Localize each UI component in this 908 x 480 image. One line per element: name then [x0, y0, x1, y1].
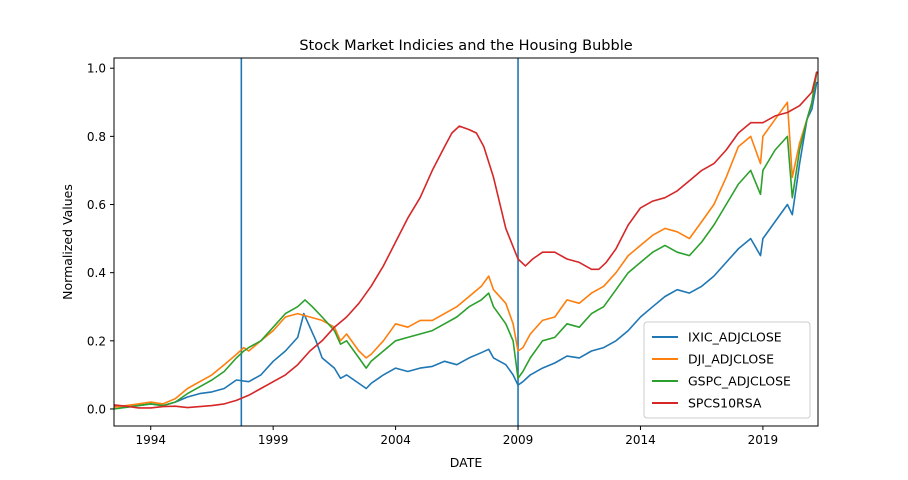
y-tick-label: 0.6 — [87, 198, 106, 212]
legend-label: GSPC_ADJCLOSE — [688, 374, 791, 389]
x-axis: 1994 1999 2004 2009 2014 2019 — [135, 426, 778, 447]
series-line-spcs10rsa — [114, 71, 818, 409]
x-tick-label: 1999 — [258, 433, 289, 447]
series-line-dji_adjclose — [114, 71, 818, 409]
plot-frame — [113, 57, 819, 427]
reference-lines — [240, 58, 519, 426]
y-axis: 0.0 0.2 0.4 0.6 0.8 1.0 — [87, 62, 114, 416]
legend-label: SPCS10RSA — [688, 396, 762, 411]
x-tick-label: 2014 — [625, 433, 656, 447]
x-axis-label: DATE — [450, 455, 483, 470]
series-lines — [114, 71, 818, 410]
legend-box — [643, 321, 811, 419]
x-tick-label: 2019 — [748, 433, 779, 447]
x-tick-label: 2009 — [503, 433, 534, 447]
legend: IXIC_ADJCLOSE DJI_ADJCLOSE GSPC_ADJCLOSE SP… — [643, 321, 811, 419]
series-line-gspc_adjclose — [114, 71, 818, 410]
x-tick-label: 1994 — [135, 433, 166, 447]
y-tick-label: 0.2 — [87, 334, 106, 348]
y-tick-label: 0.0 — [87, 402, 106, 416]
y-axis-label: Normalized Values — [60, 184, 75, 300]
y-tick-label: 0.4 — [87, 266, 106, 280]
x-tick-label: 2004 — [380, 433, 411, 447]
legend-label: DJI_ADJCLOSE — [688, 352, 774, 367]
series-line-ixic_adjclose — [114, 81, 818, 409]
legend-label: IXIC_ADJCLOSE — [688, 330, 782, 345]
plot-area — [113, 57, 819, 427]
y-tick-label: 0.8 — [87, 130, 106, 144]
y-tick-label: 1.0 — [87, 62, 106, 76]
chart-title: Stock Market Indicies and the Housing Bu… — [299, 38, 632, 54]
